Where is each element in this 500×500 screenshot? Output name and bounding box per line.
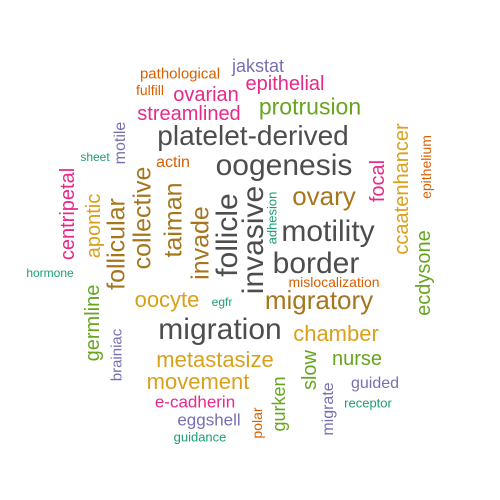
word: motile bbox=[112, 121, 129, 165]
word: centripetal bbox=[57, 167, 79, 261]
word: epithelium bbox=[418, 135, 434, 199]
word: migration bbox=[158, 313, 282, 346]
word: guidance bbox=[173, 429, 227, 445]
word: oocyte bbox=[134, 287, 200, 312]
word: sheet bbox=[80, 150, 110, 164]
word: e-cadherin bbox=[154, 392, 236, 412]
word: invade bbox=[186, 206, 215, 280]
word: guided bbox=[350, 375, 400, 392]
word: egfr bbox=[211, 295, 233, 309]
word: protrusion bbox=[258, 93, 362, 120]
word: actin bbox=[156, 154, 190, 171]
word: ccaatenhancer bbox=[391, 123, 413, 255]
word: ovary bbox=[292, 181, 356, 211]
word: apontic bbox=[83, 193, 105, 259]
word: platelet-derived bbox=[157, 120, 349, 151]
word: gurken bbox=[269, 376, 289, 432]
word: chamber bbox=[293, 321, 379, 346]
word: polar bbox=[249, 407, 265, 439]
word: eggshell bbox=[177, 410, 241, 430]
word: mislocalization bbox=[288, 274, 380, 290]
word: epithelial bbox=[245, 73, 325, 95]
word: oogenesis bbox=[215, 149, 353, 182]
word: ovarian bbox=[173, 84, 239, 106]
word: follicular bbox=[102, 198, 131, 290]
word: brainiac bbox=[108, 328, 126, 382]
word: movement bbox=[146, 369, 250, 394]
word: slow bbox=[299, 349, 321, 391]
word: jakstat bbox=[231, 56, 285, 76]
word: focal bbox=[367, 159, 389, 203]
word: migratory bbox=[264, 285, 374, 315]
word: motility bbox=[281, 215, 375, 248]
word: collective bbox=[128, 166, 157, 270]
word: ecdysone bbox=[413, 230, 435, 316]
word: receptor bbox=[344, 395, 392, 411]
word: metastasize bbox=[156, 347, 274, 372]
word: migrate bbox=[320, 382, 337, 436]
word: taiman bbox=[159, 182, 188, 258]
word: border bbox=[272, 247, 360, 280]
word: hormone bbox=[26, 266, 74, 280]
word: fulfill bbox=[135, 82, 165, 98]
word: streamlined bbox=[137, 103, 241, 125]
word: adhesion bbox=[264, 191, 280, 245]
word: germline bbox=[82, 284, 104, 362]
word: nurse bbox=[331, 348, 383, 370]
word: pathological bbox=[139, 65, 221, 83]
